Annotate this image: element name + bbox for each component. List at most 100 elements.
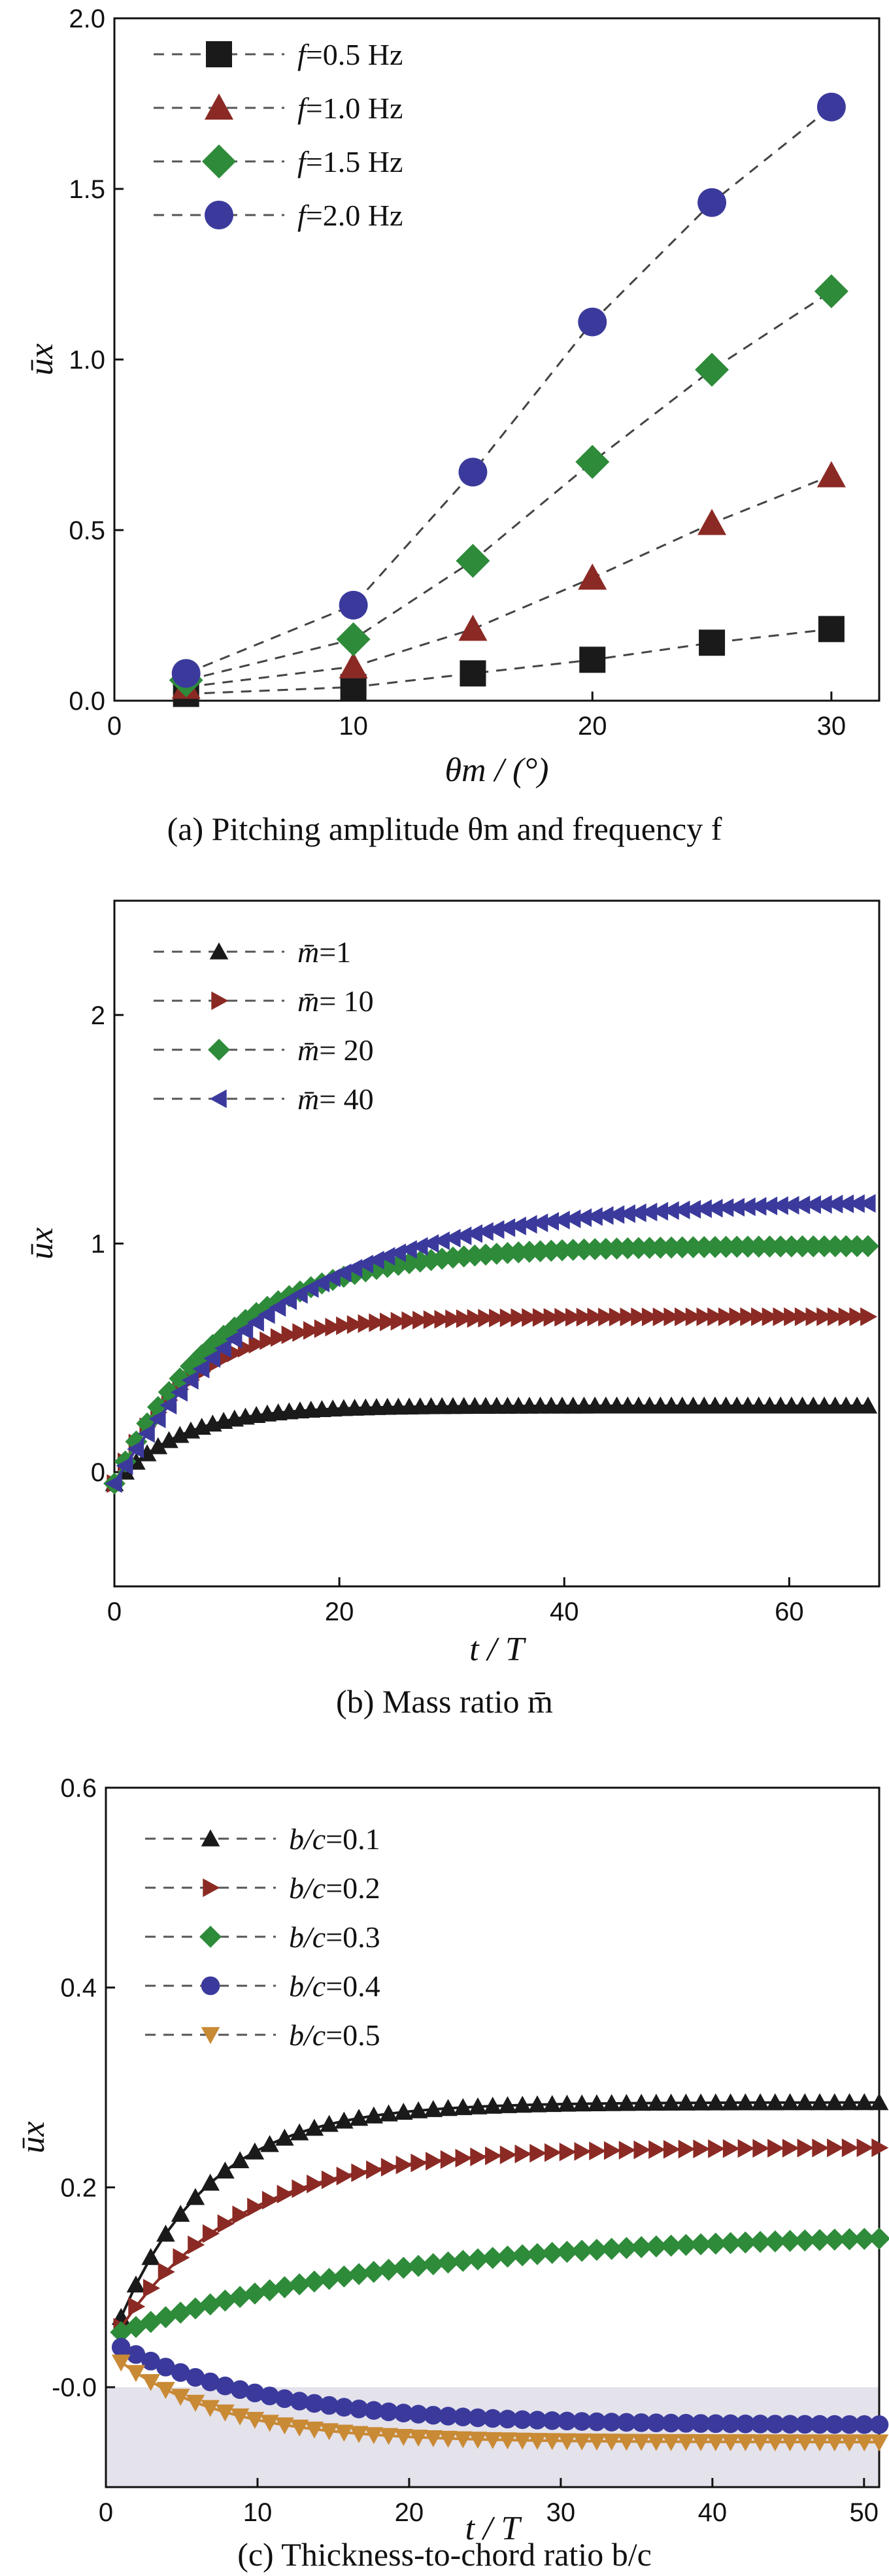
data-point bbox=[558, 2411, 577, 2431]
data-point bbox=[551, 1239, 573, 1262]
data-point bbox=[860, 1307, 878, 1326]
data-point bbox=[767, 2139, 785, 2158]
data-point bbox=[349, 2400, 369, 2418]
data-point bbox=[563, 1209, 581, 1228]
data-point bbox=[810, 2415, 830, 2434]
data-point bbox=[708, 2139, 726, 2158]
y-tick-label: -0.0 bbox=[52, 2373, 97, 2402]
data-point bbox=[706, 2093, 726, 2111]
data-point bbox=[810, 2093, 830, 2111]
data-point bbox=[556, 2241, 579, 2263]
data-point bbox=[663, 1307, 681, 1326]
data-point bbox=[336, 2166, 354, 2186]
data-point bbox=[443, 1229, 461, 1248]
data-point bbox=[481, 2247, 504, 2269]
data-point bbox=[771, 1196, 788, 1215]
data-point bbox=[186, 2367, 205, 2387]
data-point bbox=[230, 2151, 250, 2169]
data-point bbox=[321, 2170, 339, 2190]
data-point bbox=[607, 1205, 625, 1224]
svg-text:ūx: ūx bbox=[23, 1228, 60, 1260]
data-point bbox=[749, 2231, 771, 2253]
data-point bbox=[407, 2254, 429, 2277]
data-point bbox=[722, 2139, 740, 2158]
data-point bbox=[856, 2138, 874, 2158]
data-point bbox=[600, 2237, 623, 2260]
data-point bbox=[496, 2245, 519, 2268]
x-tick-label: 50 bbox=[850, 2498, 879, 2527]
data-point bbox=[236, 1321, 254, 1340]
data-point bbox=[453, 2098, 473, 2115]
legend-marker bbox=[206, 41, 232, 67]
data-point bbox=[394, 2403, 413, 2423]
data-point bbox=[366, 2160, 384, 2179]
data-point bbox=[439, 2430, 458, 2448]
data-point bbox=[247, 2198, 265, 2216]
data-point bbox=[141, 2351, 160, 2371]
y-tick-label: 1 bbox=[91, 1230, 105, 1259]
data-point bbox=[336, 1316, 354, 1335]
data-point bbox=[230, 2408, 250, 2426]
y-tick-label: 1.5 bbox=[69, 175, 105, 204]
data-point bbox=[230, 2380, 250, 2400]
data-point bbox=[260, 2415, 279, 2432]
data-point bbox=[818, 616, 845, 643]
data-point bbox=[127, 1439, 144, 1459]
data-point bbox=[849, 1307, 867, 1326]
data-point bbox=[721, 2093, 740, 2111]
data-point bbox=[246, 1313, 264, 1332]
data-point bbox=[305, 2118, 324, 2136]
y-tick-label: 0.5 bbox=[69, 516, 105, 545]
data-point bbox=[662, 2413, 680, 2433]
data-point bbox=[693, 2139, 711, 2158]
data-point bbox=[585, 1207, 603, 1226]
data-point bbox=[837, 1194, 854, 1214]
data-point bbox=[258, 2279, 281, 2301]
data-point bbox=[691, 2414, 711, 2433]
data-point bbox=[169, 1367, 192, 1390]
data-point bbox=[810, 2434, 830, 2452]
data-point bbox=[376, 1256, 399, 1278]
series-3 bbox=[111, 2337, 889, 2434]
data-point bbox=[587, 1307, 605, 1327]
data-point bbox=[141, 2248, 160, 2266]
data-point bbox=[780, 2093, 799, 2111]
data-point bbox=[603, 2141, 621, 2160]
data-point bbox=[411, 2153, 428, 2173]
legend-marker bbox=[201, 2027, 220, 2045]
legend-label: f=1.0 Hz bbox=[297, 92, 403, 125]
x-tick-label: 20 bbox=[325, 1597, 354, 1626]
x-tick-label: 40 bbox=[550, 1597, 579, 1626]
data-point bbox=[615, 2237, 638, 2260]
data-point bbox=[750, 2415, 770, 2434]
data-point bbox=[721, 2414, 740, 2434]
series-4 bbox=[111, 2354, 889, 2452]
data-point bbox=[565, 1307, 583, 1327]
data-point bbox=[351, 2163, 369, 2183]
data-point bbox=[409, 2430, 428, 2447]
legend-marker bbox=[209, 1089, 227, 1109]
data-point bbox=[734, 2231, 757, 2254]
data-point bbox=[765, 2415, 785, 2434]
data-point bbox=[288, 2273, 310, 2296]
data-point bbox=[675, 1307, 692, 1326]
series-3 bbox=[171, 92, 846, 688]
data-point bbox=[426, 2151, 443, 2171]
data-point bbox=[840, 2434, 859, 2452]
data-point bbox=[869, 2093, 889, 2111]
legend-label: f=0.5 Hz bbox=[297, 38, 403, 71]
data-point bbox=[814, 274, 848, 309]
data-point bbox=[422, 1234, 439, 1253]
data-point bbox=[684, 1199, 701, 1219]
data-point bbox=[186, 2188, 205, 2205]
data-point bbox=[841, 2138, 859, 2158]
data-point bbox=[736, 2414, 755, 2434]
data-point bbox=[181, 1371, 199, 1390]
data-point bbox=[760, 1196, 778, 1216]
data-point bbox=[721, 2434, 740, 2452]
data-point bbox=[364, 2427, 384, 2445]
data-point bbox=[573, 1238, 595, 1261]
data-point bbox=[751, 1307, 769, 1326]
series-line bbox=[186, 106, 832, 675]
